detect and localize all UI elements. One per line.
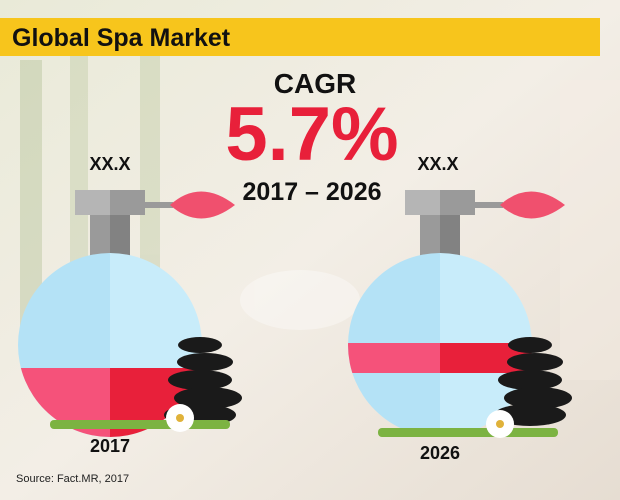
bottle-label: XX.X [89, 154, 130, 174]
bottle-label: XX.X [417, 154, 458, 174]
cagr-value: 5.7% [225, 92, 398, 177]
cagr-period: 2017 – 2026 [242, 178, 381, 206]
source: Source: Fact.MR, 2017 [16, 473, 129, 485]
title: Global Spa Market [12, 24, 231, 52]
bottle-year: 2026 [420, 443, 460, 463]
cagr-label: CAGR [274, 68, 356, 99]
bottle-year: 2017 [90, 436, 130, 456]
title-bar [0, 18, 600, 56]
background-decor [20, 40, 620, 380]
